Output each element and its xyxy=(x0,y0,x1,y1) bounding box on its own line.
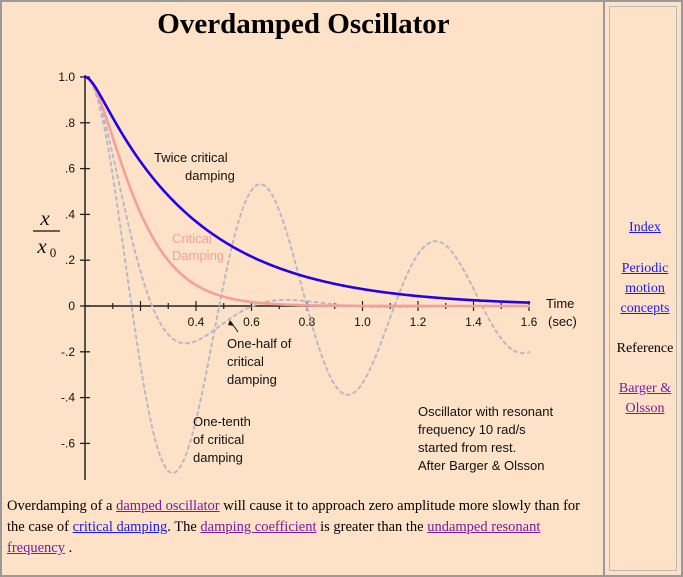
side-nav-inner xyxy=(609,6,677,571)
y-tick-label: 0 xyxy=(68,299,75,313)
annotation-tenth-line3: damping xyxy=(193,450,243,465)
x-tick-label: 0.8 xyxy=(299,315,316,329)
annotation-critical-line2: Damping xyxy=(172,248,224,263)
y-tick-label: 1.0 xyxy=(58,70,75,84)
damping-chart: 1.0 .8 .6 .4 .2 0 -.2 -.4 -.6 0.4 0.6 0.8 1.0 1.2 1.4… xyxy=(33,70,577,480)
annotation-twice-line2: damping xyxy=(185,168,235,183)
y-tick-label: -.2 xyxy=(61,345,75,359)
series-twice-critical-line xyxy=(83,75,531,304)
nav-reference-label: Reference xyxy=(616,341,674,356)
y-tick-label: .2 xyxy=(65,253,75,267)
nav-barger-wrap: Barger & Olsson xyxy=(611,379,679,419)
chart-note-line2: frequency 10 rad/s xyxy=(418,422,526,437)
main-panel: Overdamped Oscillator 1.0 .8 .6 .4 .2 0 -.2 -.4… xyxy=(0,0,603,577)
annotation-half-line1: One-half of xyxy=(227,336,292,351)
undamped-resonant-frequency-link[interactable]: undamped resonant frequency xyxy=(7,519,541,556)
series-layer xyxy=(83,75,531,475)
nav-index-wrap: Index xyxy=(605,218,683,238)
annotation-half-line3: damping xyxy=(227,372,277,387)
y-ticks: 1.0 .8 .6 .4 .2 0 -.2 -.4 -.6 xyxy=(58,70,90,450)
nav-barger-olsson-link[interactable]: Barger & Olsson xyxy=(618,381,672,416)
y-tick-label: .6 xyxy=(65,162,75,176)
x-unit: (sec) xyxy=(548,314,577,329)
x-tick-label: 0.6 xyxy=(243,315,260,329)
desc-text-5: . xyxy=(64,540,73,556)
nav-index-link[interactable]: Index xyxy=(629,220,661,235)
x-tick-label: 1.2 xyxy=(410,315,427,329)
damped-oscillator-link[interactable]: damped oscillator xyxy=(116,498,220,514)
chart-note-line3: started from rest. xyxy=(418,440,516,455)
annotation-twice-line1: Twice critical xyxy=(154,150,228,165)
critical-damping-link[interactable]: critical damping xyxy=(72,519,168,535)
y-label-subscript: 0 xyxy=(50,245,57,260)
desc-text-1: Overdamping of a xyxy=(7,498,117,514)
x-tick-label: 0.4 xyxy=(188,315,205,329)
side-nav-panel: Index Periodic motion concepts Reference… xyxy=(603,0,683,577)
y-tick-label: .8 xyxy=(65,116,75,130)
y-label-denominator: x xyxy=(36,234,47,258)
annotation-critical-line1: Critical xyxy=(172,231,212,246)
annotation-tenth-line2: of critical xyxy=(193,432,244,447)
y-tick-label: -.6 xyxy=(61,436,75,450)
chart-note-line1: Oscillator with resonant xyxy=(418,404,553,419)
nav-reference-wrap: Reference xyxy=(605,339,683,359)
x-tick-label: 1.0 xyxy=(354,315,371,329)
nav-periodic-motion-link[interactable]: Periodic motion concepts xyxy=(620,261,670,316)
nav-periodic-wrap: Periodic motion concepts xyxy=(611,259,679,319)
annotation-tenth-line1: One-tenth xyxy=(193,414,251,429)
page-title: Overdamped Oscillator xyxy=(157,8,450,40)
y-label-numerator: x xyxy=(39,206,50,230)
annotation-half-arrowhead xyxy=(228,320,234,326)
desc-text-2: will cause it to approach zero amplitude… xyxy=(7,498,580,535)
annotation-half-line2: critical xyxy=(227,354,264,369)
x-label: Time xyxy=(546,296,574,311)
y-tick-label: .4 xyxy=(65,207,75,221)
chart-note-line4: After Barger & Olsson xyxy=(418,458,544,473)
desc-text-4: is greater than the xyxy=(316,519,428,535)
x-tick-label: 1.4 xyxy=(465,315,482,329)
series-critical-line xyxy=(83,75,531,308)
x-tick-label: 1.6 xyxy=(521,315,538,329)
desc-text-3: . The xyxy=(167,519,201,535)
y-tick-label: -.4 xyxy=(61,391,75,405)
series-tenth-critical-line xyxy=(84,76,530,475)
description-paragraph: Overdamping of a damped oscillator will … xyxy=(7,496,599,559)
damping-coefficient-link[interactable]: damping coefficient xyxy=(200,519,317,535)
